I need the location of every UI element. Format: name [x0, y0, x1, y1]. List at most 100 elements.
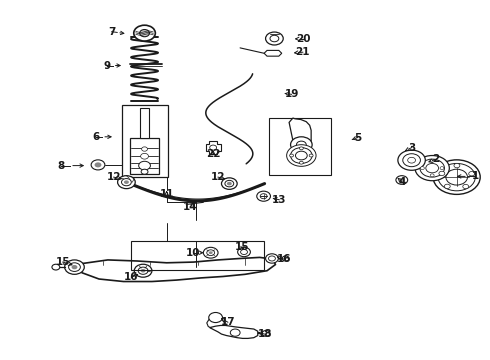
- Circle shape: [415, 156, 449, 181]
- Polygon shape: [207, 318, 224, 329]
- Circle shape: [262, 330, 270, 336]
- Circle shape: [454, 163, 460, 168]
- Text: 16: 16: [124, 272, 139, 282]
- Circle shape: [118, 176, 135, 189]
- Circle shape: [238, 247, 250, 257]
- Text: 18: 18: [257, 329, 272, 339]
- Circle shape: [299, 147, 303, 150]
- Circle shape: [134, 25, 155, 41]
- Circle shape: [270, 35, 279, 42]
- Circle shape: [134, 264, 152, 277]
- Circle shape: [266, 254, 278, 263]
- Text: 5: 5: [354, 132, 361, 143]
- Circle shape: [430, 174, 434, 177]
- Text: 22: 22: [206, 149, 220, 159]
- Circle shape: [291, 137, 312, 153]
- Circle shape: [282, 256, 289, 261]
- Circle shape: [463, 184, 468, 189]
- Polygon shape: [73, 257, 275, 282]
- Circle shape: [444, 184, 450, 189]
- Circle shape: [141, 169, 148, 174]
- Text: 17: 17: [220, 317, 235, 327]
- Circle shape: [257, 191, 270, 201]
- Circle shape: [260, 194, 267, 199]
- Polygon shape: [210, 325, 258, 338]
- Circle shape: [396, 176, 408, 184]
- Circle shape: [433, 160, 480, 194]
- Circle shape: [210, 145, 217, 150]
- Polygon shape: [130, 138, 159, 174]
- Circle shape: [403, 154, 420, 167]
- Circle shape: [290, 154, 294, 157]
- Circle shape: [469, 172, 475, 176]
- Circle shape: [398, 150, 425, 170]
- Circle shape: [299, 161, 303, 164]
- Circle shape: [203, 247, 218, 258]
- Text: 12: 12: [106, 172, 121, 182]
- Circle shape: [69, 263, 80, 271]
- Circle shape: [209, 312, 222, 323]
- Circle shape: [399, 178, 405, 182]
- Circle shape: [269, 256, 275, 261]
- Circle shape: [295, 151, 307, 160]
- Circle shape: [141, 269, 146, 273]
- Text: 16: 16: [277, 254, 292, 264]
- Text: 4: 4: [398, 177, 406, 187]
- Bar: [269, 118, 331, 175]
- Polygon shape: [289, 118, 311, 148]
- Circle shape: [420, 159, 444, 177]
- Text: 10: 10: [186, 248, 201, 258]
- Text: 21: 21: [295, 47, 310, 57]
- Text: 1: 1: [472, 171, 479, 181]
- Text: 13: 13: [272, 195, 287, 205]
- Text: 3: 3: [408, 143, 415, 153]
- Circle shape: [426, 163, 439, 173]
- Text: 15: 15: [235, 242, 250, 252]
- Circle shape: [124, 180, 129, 184]
- Circle shape: [430, 159, 434, 162]
- Circle shape: [287, 145, 316, 166]
- Text: 20: 20: [296, 34, 311, 44]
- Circle shape: [309, 154, 313, 157]
- Circle shape: [140, 30, 149, 37]
- Polygon shape: [206, 141, 220, 154]
- Circle shape: [207, 250, 215, 256]
- Text: 6: 6: [92, 132, 99, 142]
- Circle shape: [266, 32, 283, 45]
- Text: 9: 9: [103, 60, 110, 71]
- Circle shape: [291, 148, 312, 163]
- Circle shape: [440, 167, 444, 170]
- Text: 12: 12: [211, 172, 225, 182]
- Circle shape: [95, 162, 101, 167]
- Text: 14: 14: [183, 202, 197, 212]
- Circle shape: [230, 329, 240, 336]
- Circle shape: [72, 265, 77, 269]
- Circle shape: [420, 167, 424, 170]
- Circle shape: [142, 147, 147, 151]
- Circle shape: [141, 153, 148, 159]
- Circle shape: [241, 249, 247, 255]
- Circle shape: [52, 264, 60, 270]
- Text: 19: 19: [284, 89, 299, 99]
- Text: 11: 11: [159, 189, 174, 199]
- Circle shape: [122, 179, 131, 186]
- Circle shape: [446, 169, 467, 185]
- Polygon shape: [140, 108, 149, 138]
- Circle shape: [438, 163, 475, 191]
- Circle shape: [91, 160, 105, 170]
- Circle shape: [227, 182, 232, 185]
- Circle shape: [225, 180, 234, 187]
- Text: 8: 8: [58, 161, 65, 171]
- Circle shape: [296, 141, 306, 148]
- Text: 2: 2: [433, 154, 440, 164]
- Bar: [131, 241, 264, 270]
- Circle shape: [408, 157, 416, 163]
- Polygon shape: [264, 50, 282, 56]
- Text: 7: 7: [108, 27, 116, 37]
- Text: 15: 15: [55, 257, 70, 267]
- Circle shape: [65, 260, 84, 274]
- Circle shape: [139, 161, 150, 170]
- Circle shape: [439, 171, 445, 176]
- Circle shape: [138, 267, 148, 274]
- Circle shape: [209, 251, 213, 254]
